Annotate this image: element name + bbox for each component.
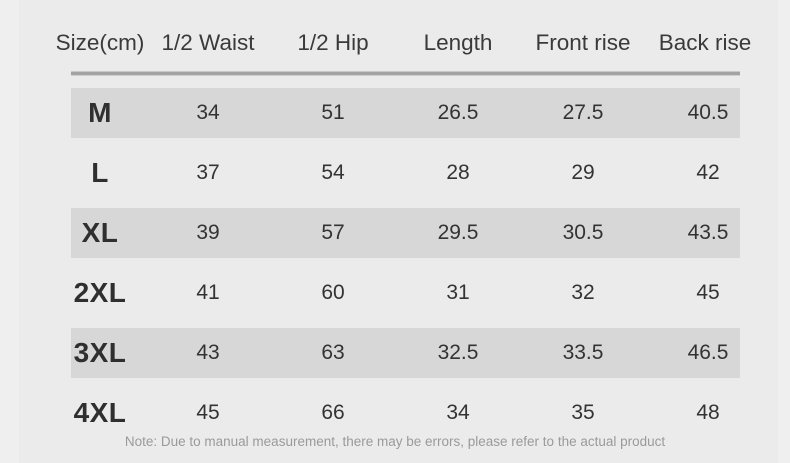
cell-length: 31 — [446, 281, 470, 304]
cell-front-rise: 27.5 — [562, 101, 604, 124]
cell-front-rise: 33.5 — [562, 341, 604, 364]
column-header-back-rise: Back rise — [658, 30, 752, 55]
column-header-half-waist: 1/2 Waist — [161, 30, 255, 55]
cell-back-rise: 43.5 — [687, 221, 729, 244]
cell-size: XL — [81, 217, 119, 248]
column-header-size: Size(cm) — [55, 30, 145, 55]
row-stripe — [71, 328, 740, 378]
table-row: XL 39 57 29.5 30.5 43.5 — [0, 208, 790, 258]
panel-left-margin — [0, 0, 19, 463]
column-header-length: Length — [423, 30, 493, 55]
cell-length: 29.5 — [437, 221, 479, 244]
cell-length: 26.5 — [437, 101, 479, 124]
cell-half-waist: 41 — [196, 281, 220, 304]
measurement-note: Note: Due to manual measurement, there m… — [124, 434, 666, 449]
row-stripe — [71, 208, 740, 258]
cell-half-hip: 54 — [321, 161, 345, 184]
cell-half-waist: 43 — [196, 341, 220, 364]
cell-half-hip: 57 — [321, 221, 345, 244]
cell-size: L — [91, 157, 109, 188]
cell-size: 2XL — [73, 277, 127, 308]
cell-front-rise: 35 — [571, 401, 595, 424]
cell-size: 4XL — [73, 397, 127, 428]
cell-half-hip: 51 — [321, 101, 345, 124]
table-row: 2XL 41 60 31 32 45 — [0, 268, 790, 318]
column-header-front-rise: Front rise — [535, 30, 631, 55]
table-body: M 34 51 26.5 27.5 40.5 L 37 54 28 29 42 … — [0, 88, 790, 428]
cell-size: M — [88, 97, 112, 128]
cell-half-waist: 45 — [196, 401, 220, 424]
cell-back-rise: 46.5 — [687, 341, 729, 364]
table-row: M 34 51 26.5 27.5 40.5 — [0, 88, 790, 138]
cell-front-rise: 30.5 — [562, 221, 604, 244]
cell-half-waist: 37 — [196, 161, 220, 184]
table-row: L 37 54 28 29 42 — [0, 148, 790, 198]
table-row: 3XL 43 63 32.5 33.5 46.5 — [0, 328, 790, 378]
cell-back-rise: 40.5 — [687, 101, 729, 124]
cell-half-waist: 34 — [196, 101, 220, 124]
table-header-row: Size(cm) 1/2 Waist 1/2 Hip Length Front … — [0, 24, 790, 62]
cell-half-hip: 66 — [321, 401, 345, 424]
table-row: 4XL 45 66 34 35 48 — [0, 388, 790, 438]
cell-length: 28 — [446, 161, 470, 184]
cell-half-waist: 39 — [196, 221, 220, 244]
row-stripe — [71, 88, 740, 138]
panel-right-margin — [778, 0, 790, 463]
cell-back-rise: 45 — [696, 281, 720, 304]
cell-front-rise: 29 — [571, 161, 595, 184]
cell-front-rise: 32 — [571, 281, 595, 304]
column-header-half-hip: 1/2 Hip — [297, 30, 369, 55]
cell-size: 3XL — [73, 337, 127, 368]
cell-back-rise: 48 — [696, 401, 720, 424]
cell-length: 32.5 — [437, 341, 479, 364]
cell-half-hip: 63 — [321, 341, 345, 364]
header-divider-line — [71, 71, 740, 76]
cell-back-rise: 42 — [696, 161, 720, 184]
cell-length: 34 — [446, 401, 470, 424]
cell-half-hip: 60 — [321, 281, 345, 304]
